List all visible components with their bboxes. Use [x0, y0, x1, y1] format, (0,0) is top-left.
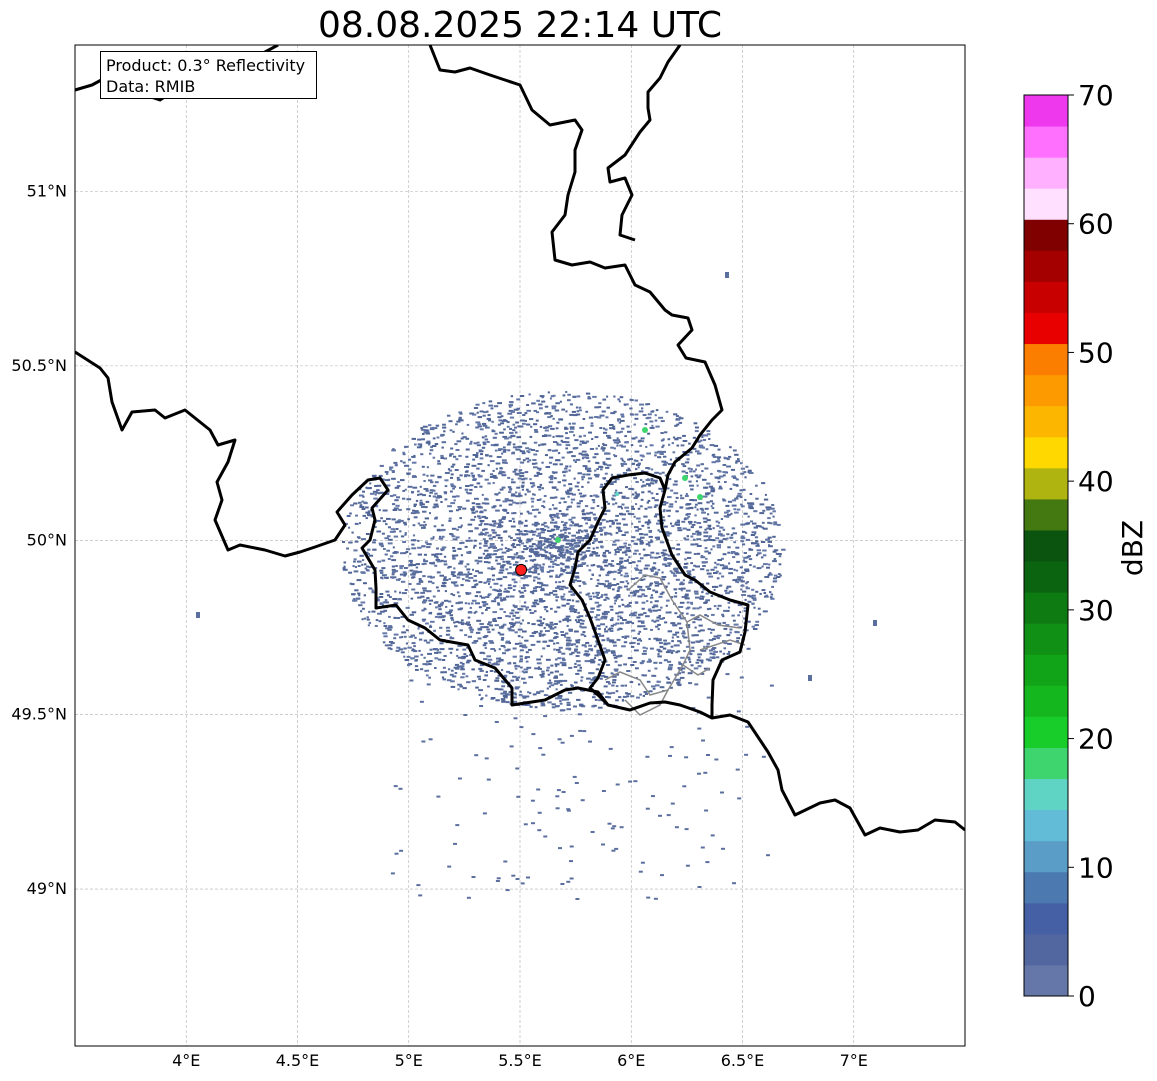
- colorbar-cell: [1024, 250, 1068, 282]
- border-north-east: [428, 45, 750, 718]
- colorbar-cell: [1024, 747, 1068, 780]
- map-title: 08.08.2025 22:14 UTC: [317, 5, 723, 46]
- colorbar-tick-label: 10: [1078, 851, 1114, 884]
- colorbar-cell: [1024, 95, 1068, 127]
- colorbar-cell: [1024, 467, 1068, 500]
- colorbar-cell: [1024, 561, 1068, 593]
- data-source-line: Data: RMIB: [106, 77, 196, 96]
- lon-tick-label: 4°E: [172, 1051, 200, 1070]
- colorbar-cell: [1024, 778, 1068, 811]
- colorbar-cell: [1024, 436, 1068, 469]
- lon-tick-label: 5.5°E: [498, 1051, 542, 1070]
- lat-tick-label: 50°N: [27, 530, 67, 549]
- colorbar-cells: [1024, 95, 1068, 997]
- colorbar-cell: [1024, 871, 1068, 904]
- latitude-ticks: 49°N 49.5°N 50°N 50.5°N 51°N: [11, 181, 67, 898]
- colorbar-ticks: 0 10 20 30 40 50 60 70: [1068, 79, 1114, 1013]
- border-luxembourg: [568, 473, 629, 707]
- colorbar-cell: [1024, 188, 1068, 220]
- colorbar-tick-label: 30: [1078, 594, 1114, 627]
- colorbar-cell: [1024, 281, 1068, 313]
- lon-tick-label: 6°E: [617, 1051, 645, 1070]
- colorbar-tick-label: 0: [1078, 980, 1096, 1013]
- longitude-ticks: 4°E 4.5°E 5°E 5.5°E 6°E 6.5°E 7°E: [172, 1051, 868, 1070]
- lat-tick-label: 49.5°N: [11, 705, 67, 724]
- colorbar-tick-label: 70: [1078, 79, 1114, 112]
- colorbar-cell: [1024, 219, 1068, 251]
- border-north-east-2: [606, 45, 682, 242]
- colorbar-cell: [1024, 964, 1068, 997]
- colorbar-cell: [1024, 405, 1068, 438]
- colorbar-cell: [1024, 312, 1068, 345]
- colorbar-label: dBZ: [1116, 520, 1149, 576]
- border-belgium-west: [75, 350, 965, 837]
- colorbar-cell: [1024, 498, 1068, 531]
- colorbar-cell: [1024, 157, 1068, 189]
- colorbar-cell: [1024, 685, 1068, 717]
- echo-high-values: [555, 427, 703, 543]
- colorbar-cell: [1024, 592, 1068, 624]
- colorbar-cell: [1024, 933, 1068, 966]
- colorbar-tick-label: 60: [1078, 208, 1114, 241]
- colorbar-cell: [1024, 902, 1068, 935]
- colorbar-cell: [1024, 126, 1068, 158]
- colorbar-frame: [1023, 94, 1069, 997]
- border-luxembourg-north: [627, 471, 667, 491]
- colorbar-tick-label: 40: [1078, 465, 1114, 498]
- colorbar-cell: [1024, 809, 1068, 842]
- radar-site-marker: [515, 563, 528, 576]
- colorbar: 0 10 20 30 40 50 60 70 dBZ: [1023, 79, 1149, 1013]
- colorbar-cell: [1024, 623, 1068, 655]
- lat-tick-label: 51°N: [27, 181, 67, 200]
- colorbar-cell: [1024, 654, 1068, 686]
- map-frame: [74, 44, 966, 1047]
- product-info-line: Product: 0.3° Reflectivity: [106, 56, 306, 75]
- lon-tick-label: 5°E: [395, 1051, 423, 1070]
- lon-tick-label: 6.5°E: [721, 1051, 765, 1070]
- colorbar-cell: [1024, 840, 1068, 873]
- lon-tick-label: 4.5°E: [276, 1051, 320, 1070]
- colorbar-cell: [1024, 343, 1068, 376]
- colorbar-cell: [1024, 374, 1068, 407]
- colorbar-cell: [1024, 529, 1068, 562]
- colorbar-cell: [1024, 716, 1068, 748]
- canton-borders: [604, 574, 746, 716]
- lat-tick-label: 49°N: [27, 879, 67, 898]
- lat-tick-label: 50.5°N: [11, 356, 67, 375]
- lon-tick-label: 7°E: [840, 1051, 868, 1070]
- colorbar-tick-label: 20: [1078, 723, 1114, 756]
- colorbar-tick-label: 50: [1078, 336, 1114, 369]
- product-info-box: Product: 0.3° Reflectivity Data: RMIB: [100, 51, 317, 99]
